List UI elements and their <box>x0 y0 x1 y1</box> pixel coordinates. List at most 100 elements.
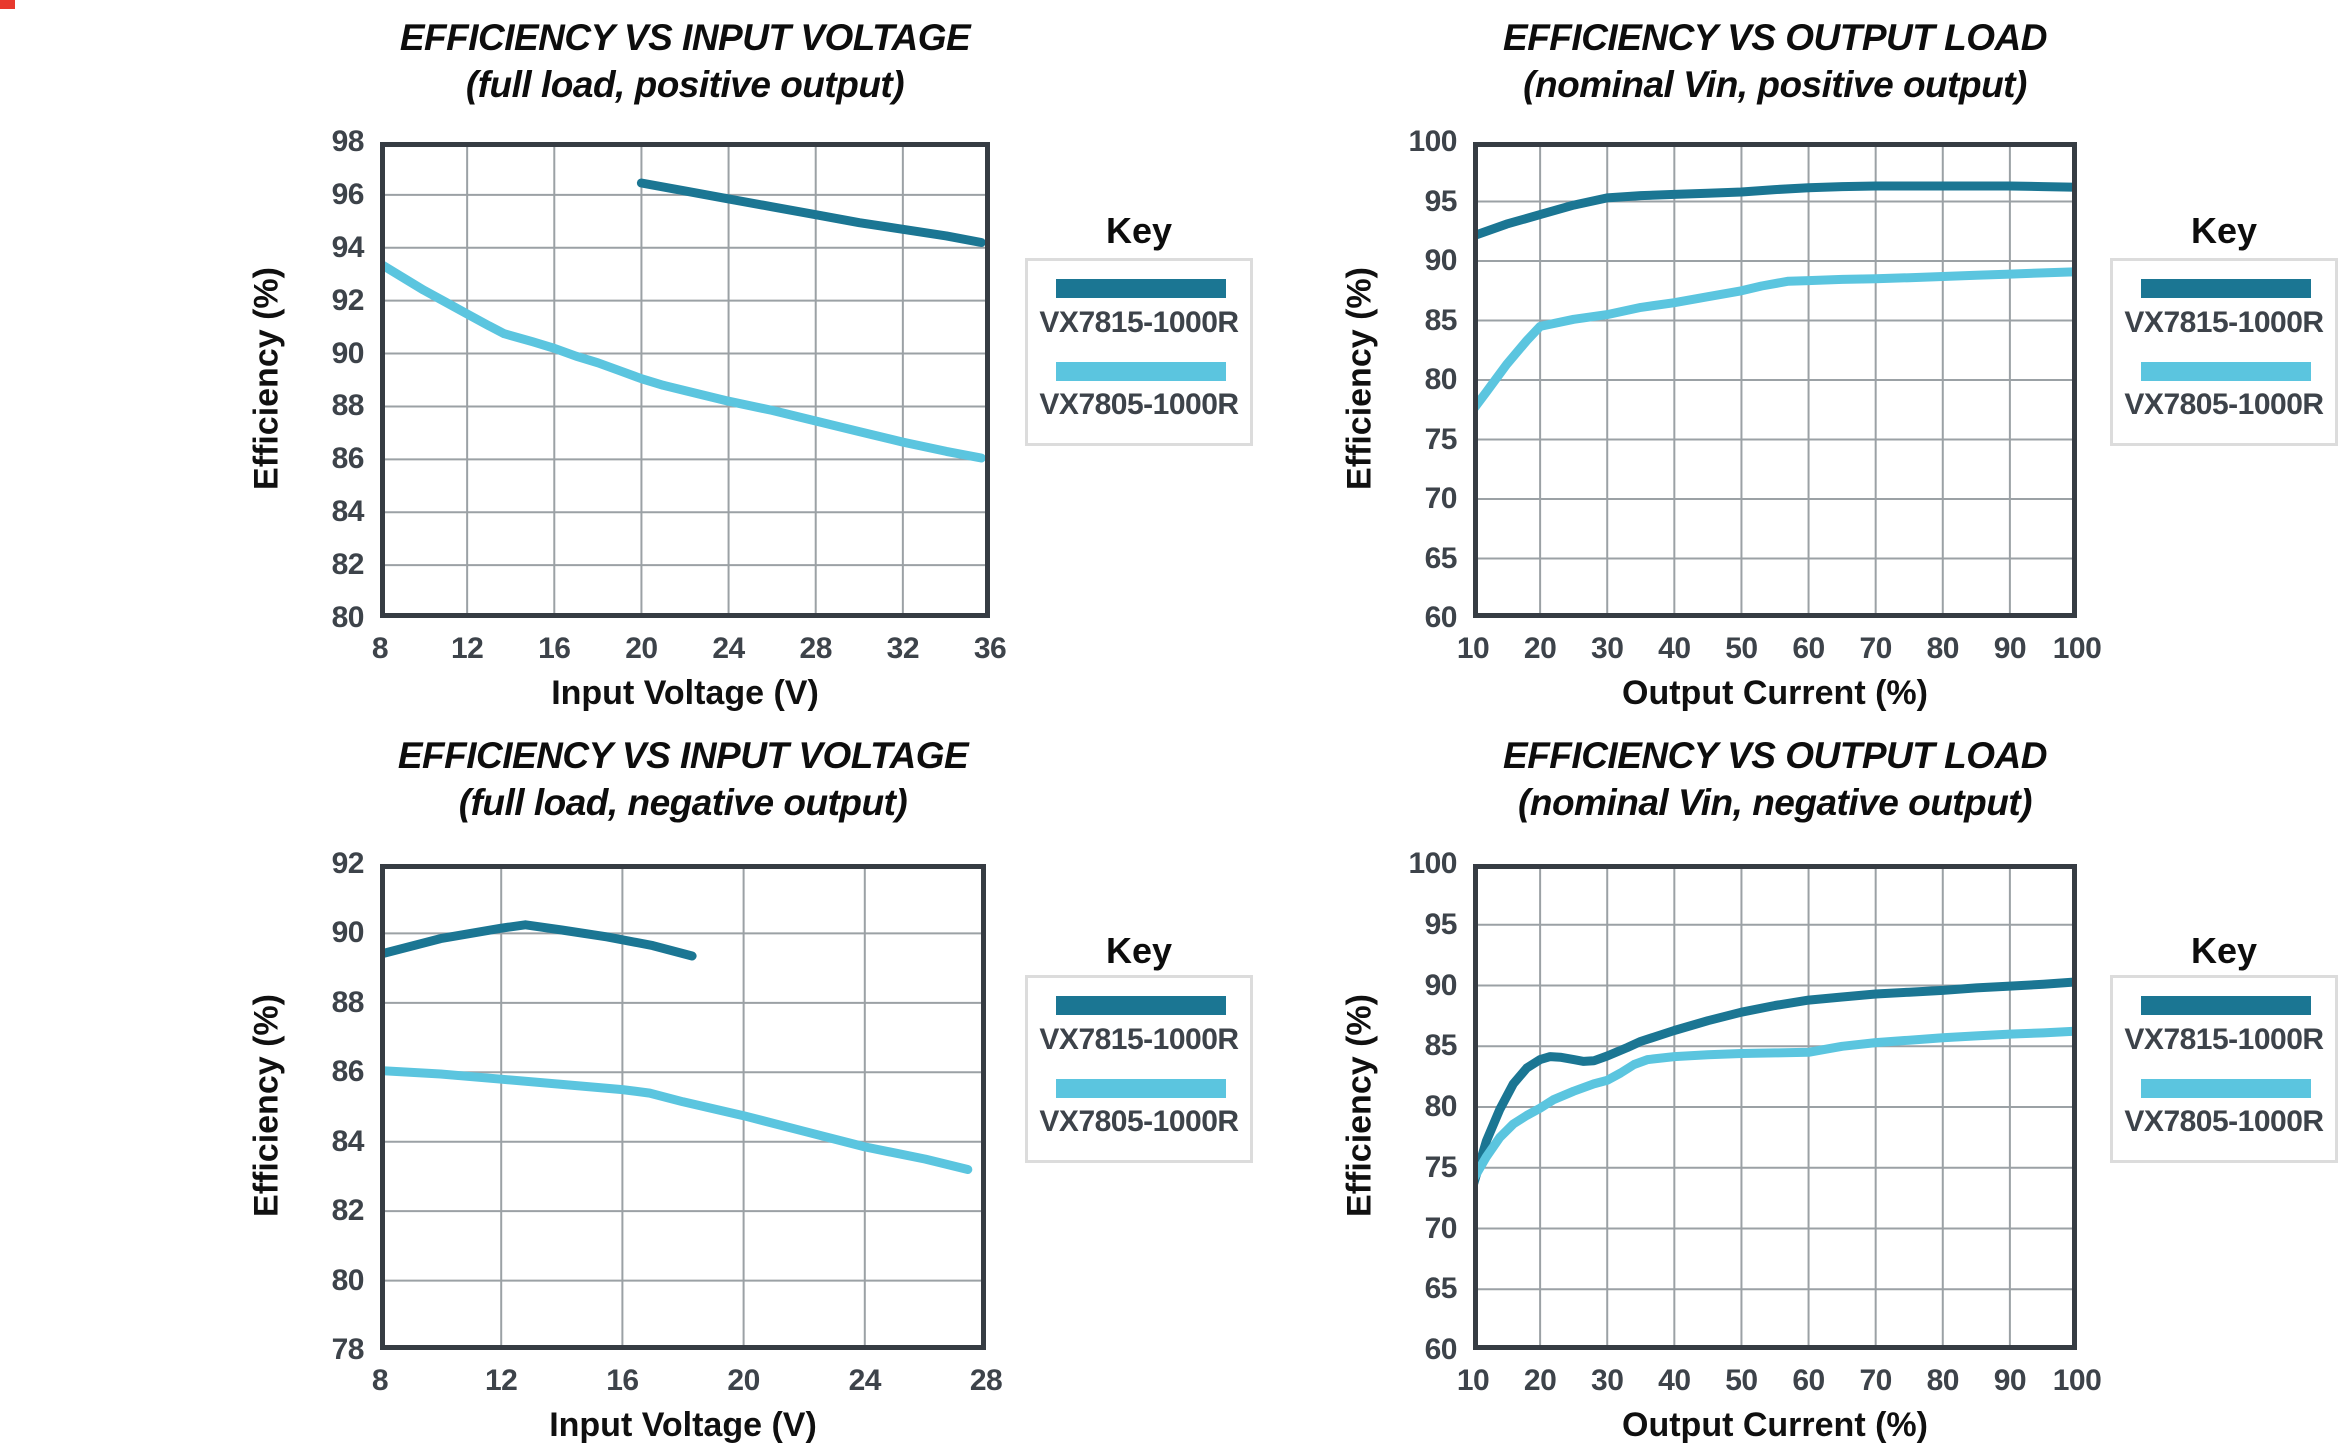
y-tick-label: 65 <box>1424 541 1458 575</box>
x-tick-label: 90 <box>1993 1364 2027 1397</box>
chart-title-line2: (full load, negative output) <box>458 782 908 823</box>
series-swatch-vx7815 <box>1056 279 1226 298</box>
x-tick-label: 50 <box>1725 632 1758 665</box>
x-tick-label: 100 <box>2052 632 2102 665</box>
series-line-vx7805-1000r <box>380 1066 973 1174</box>
plot-border <box>380 142 990 618</box>
x-axis-title: Output Current (%) <box>1622 1406 1928 1444</box>
y-tick-label: 86 <box>331 1055 365 1089</box>
plot-area <box>380 864 986 1350</box>
x-tick-label: 12 <box>485 1364 518 1397</box>
x-tick-label: 70 <box>1859 1364 1892 1397</box>
x-tick-label: 30 <box>1591 1364 1624 1397</box>
y-tick-label: 90 <box>331 916 365 950</box>
x-tick-label: 8 <box>371 632 389 665</box>
x-tick-label: 30 <box>1591 632 1624 665</box>
y-tick-label: 90 <box>1424 244 1458 277</box>
series-line-vx7805-1000r <box>1473 1026 2077 1185</box>
y-tick-label: 94 <box>331 230 365 264</box>
y-tick-label: 80 <box>1424 363 1458 396</box>
y-tick-label: 80 <box>1424 1090 1458 1123</box>
x-tick-label: 36 <box>973 632 1007 665</box>
series-line-vx7805-1000r <box>380 259 986 463</box>
x-tick-label: 20 <box>1523 1364 1557 1397</box>
y-axis-title: Efficiency (%) <box>1340 994 1379 1217</box>
y-tick-label: 86 <box>331 442 365 476</box>
x-tick-label: 8 <box>371 1364 389 1397</box>
series-swatch-vx7815 <box>2141 279 2311 298</box>
red-corner-mark <box>0 0 15 9</box>
plot-border <box>380 864 986 1350</box>
y-axis-title: Efficiency (%) <box>1340 267 1379 490</box>
y-tick-label: 96 <box>331 177 365 211</box>
x-tick-label: 60 <box>1792 1364 1825 1397</box>
key-box: VX7815-1000R VX7805-1000R <box>1025 975 1253 1163</box>
series-line-vx7815-1000r <box>380 920 697 961</box>
series-label-vx7805: VX7805-1000R <box>2124 388 2324 421</box>
chart-title-line2: (nominal Vin, positive output) <box>1523 64 2027 105</box>
y-tick-label: 70 <box>1424 1211 1458 1245</box>
key-title: Key <box>1105 210 1173 251</box>
chart-title-line1: EFFICIENCY VS OUTPUT LOAD <box>1503 735 2047 776</box>
x-tick-label: 16 <box>538 632 571 665</box>
series-label-vx7815: VX7815-1000R <box>2124 1023 2324 1056</box>
plot-border <box>1473 864 2077 1350</box>
chart-title: EFFICIENCY VS INPUT VOLTAGE (full load, … <box>285 14 1085 108</box>
y-tick-label: 95 <box>1424 907 1458 941</box>
x-tick-label: 28 <box>969 1364 1003 1397</box>
key-title: Key <box>2190 210 2258 251</box>
chart-title-line1: EFFICIENCY VS OUTPUT LOAD <box>1503 17 2047 58</box>
chart-canvas <box>380 864 986 1350</box>
x-axis-title: Input Voltage (V) <box>549 1406 817 1444</box>
y-tick-label: 92 <box>331 847 365 880</box>
y-tick-label: 100 <box>1408 125 1457 158</box>
y-tick-label: 78 <box>331 1333 365 1366</box>
x-tick-label: 20 <box>625 632 658 665</box>
y-tick-label: 80 <box>331 1263 365 1297</box>
x-tick-label: 60 <box>1792 632 1825 665</box>
y-tick-label: 85 <box>1424 303 1458 337</box>
x-tick-label: 16 <box>606 1364 639 1397</box>
chart-title-line2: (nominal Vin, negative output) <box>1518 782 2032 823</box>
chart-title-line1: EFFICIENCY VS INPUT VOLTAGE <box>397 735 969 776</box>
chart-canvas <box>380 142 990 618</box>
y-tick-label: 84 <box>331 495 365 529</box>
y-tick-label: 60 <box>1424 601 1458 634</box>
x-tick-label: 24 <box>848 1364 882 1397</box>
x-tick-label: 12 <box>450 632 484 665</box>
y-tick-label: 88 <box>331 389 365 423</box>
x-tick-label: 20 <box>1523 632 1557 665</box>
y-tick-label: 90 <box>1424 968 1458 1002</box>
key-title: Key <box>1105 930 1173 971</box>
series-line-vx7815-1000r <box>1473 181 2077 241</box>
x-tick-label: 40 <box>1658 632 1691 665</box>
series-line-vx7815-1000r <box>1473 977 2077 1191</box>
y-tick-label: 75 <box>1424 1150 1458 1184</box>
x-axis-title: Input Voltage (V) <box>551 674 819 712</box>
y-axis-title: Efficiency (%) <box>247 994 286 1217</box>
x-tick-label: 28 <box>799 632 833 665</box>
series-swatch-vx7805 <box>2141 1079 2311 1098</box>
series-label-vx7805: VX7805-1000R <box>2124 1105 2324 1138</box>
series-swatch-vx7815 <box>2141 996 2311 1015</box>
y-tick-label: 100 <box>1408 847 1457 880</box>
chart-canvas <box>1473 864 2077 1350</box>
chart-title: EFFICIENCY VS OUTPUT LOAD (nominal Vin, … <box>1375 14 2175 108</box>
y-tick-label: 88 <box>331 985 365 1019</box>
x-tick-label: 40 <box>1658 1364 1691 1397</box>
series-label-vx7805: VX7805-1000R <box>1039 388 1239 421</box>
y-tick-label: 92 <box>331 283 365 317</box>
x-tick-label: 50 <box>1725 1364 1758 1397</box>
plot-area <box>380 142 990 618</box>
chart-title-line1: EFFICIENCY VS INPUT VOLTAGE <box>399 17 971 58</box>
x-tick-label: 100 <box>2052 1364 2102 1397</box>
y-tick-label: 65 <box>1424 1272 1458 1306</box>
y-tick-label: 98 <box>331 125 365 158</box>
key-title: Key <box>2190 930 2258 971</box>
chart-title-line2: (full load, positive output) <box>465 64 905 105</box>
series-swatch-vx7805 <box>2141 362 2311 381</box>
y-tick-label: 84 <box>331 1124 365 1158</box>
chart-canvas <box>1473 142 2077 618</box>
x-tick-label: 10 <box>1456 632 1490 665</box>
